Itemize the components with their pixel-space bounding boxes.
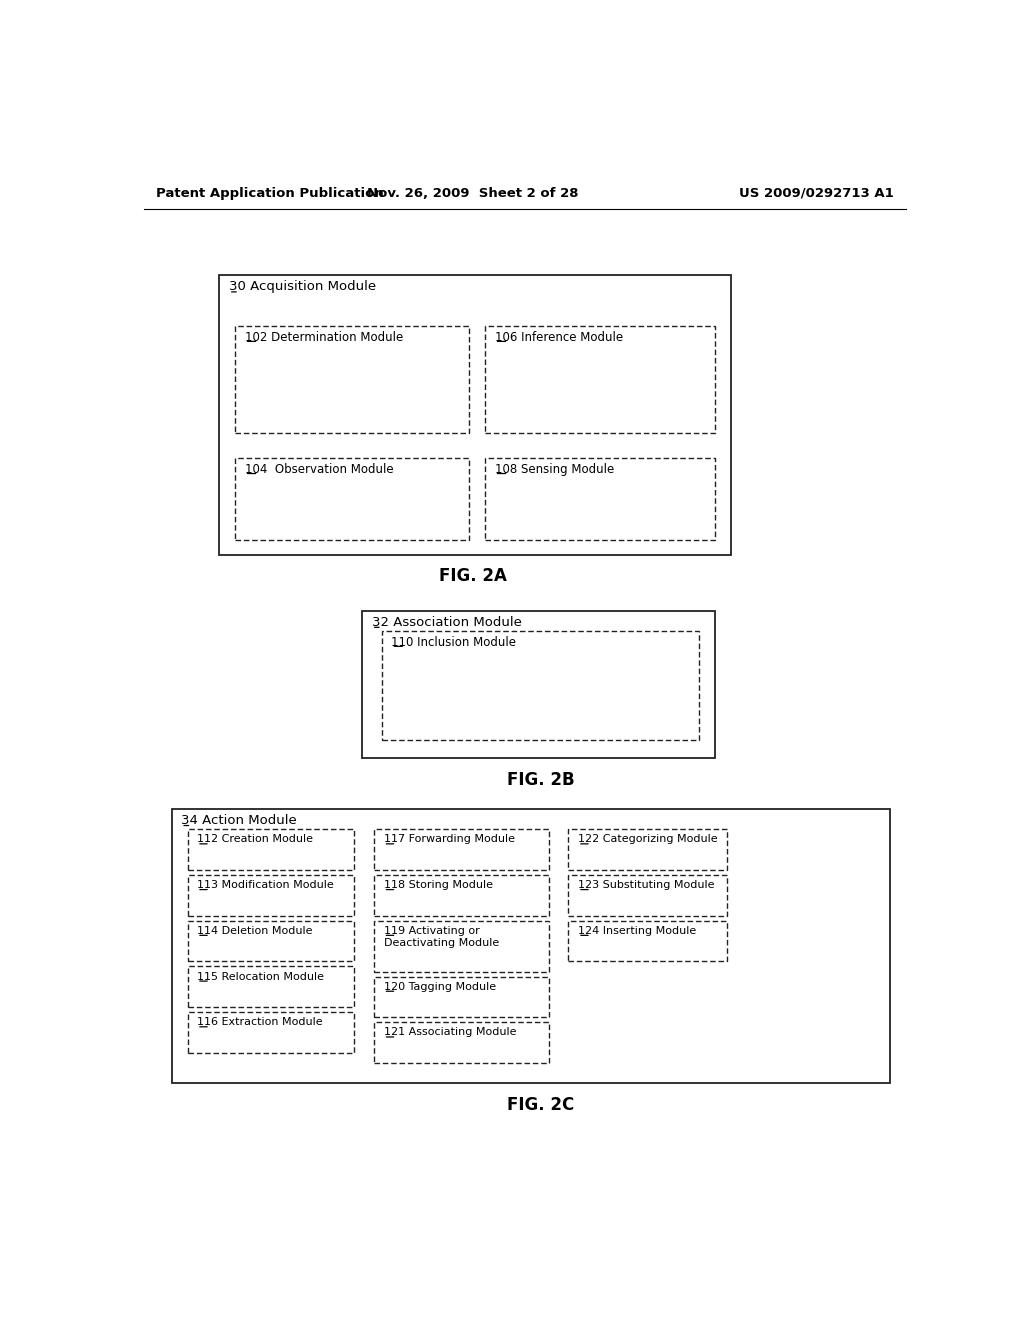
Text: 30 Acquisition Module: 30 Acquisition Module (228, 280, 376, 293)
Text: 108 Sensing Module: 108 Sensing Module (495, 463, 614, 477)
Bar (568, 921, 727, 961)
Text: 122 Categorizing Module: 122 Categorizing Module (578, 834, 718, 845)
Text: 120 Tagging Module: 120 Tagging Module (384, 982, 496, 991)
Text: 106 Inference Module: 106 Inference Module (495, 331, 623, 345)
Bar (187, 966, 354, 1007)
Text: 102 Determination Module: 102 Determination Module (245, 331, 402, 345)
Bar (485, 326, 715, 433)
Text: 113 Modification Module: 113 Modification Module (197, 880, 334, 890)
Text: 114 Deletion Module: 114 Deletion Module (197, 925, 312, 936)
Bar (187, 1012, 354, 1053)
Text: 121 Associating Module: 121 Associating Module (384, 1027, 516, 1038)
Bar (362, 611, 715, 758)
Text: 117 Forwarding Module: 117 Forwarding Module (384, 834, 514, 845)
Bar (187, 829, 354, 870)
Bar (568, 875, 727, 916)
Text: 115 Relocation Module: 115 Relocation Module (197, 972, 324, 982)
Text: 32 Association Module: 32 Association Module (372, 616, 521, 628)
Bar (374, 921, 549, 972)
Text: 119 Activating or
Deactivating Module: 119 Activating or Deactivating Module (384, 925, 499, 948)
Bar (374, 977, 549, 1018)
Text: Nov. 26, 2009  Sheet 2 of 28: Nov. 26, 2009 Sheet 2 of 28 (368, 187, 579, 199)
Text: 112 Creation Module: 112 Creation Module (197, 834, 313, 845)
Text: Patent Application Publication: Patent Application Publication (156, 187, 384, 199)
Bar (187, 921, 354, 961)
Text: 110 Inclusion Module: 110 Inclusion Module (391, 636, 516, 649)
Text: US 2009/0292713 A1: US 2009/0292713 A1 (739, 187, 894, 199)
Bar (236, 326, 469, 433)
Bar (374, 1022, 549, 1063)
Bar (374, 829, 549, 870)
Bar (485, 458, 715, 540)
Text: FIG. 2C: FIG. 2C (507, 1096, 574, 1114)
Text: 116 Extraction Module: 116 Extraction Module (197, 1018, 323, 1027)
Bar (382, 631, 699, 739)
Text: FIG. 2B: FIG. 2B (507, 771, 574, 789)
Bar (568, 829, 727, 870)
Text: 104  Observation Module: 104 Observation Module (245, 463, 393, 477)
Text: 118 Storing Module: 118 Storing Module (384, 880, 493, 890)
Bar (374, 875, 549, 916)
Text: 123 Substituting Module: 123 Substituting Module (578, 880, 715, 890)
Text: 124 Inserting Module: 124 Inserting Module (578, 925, 696, 936)
Text: FIG. 2A: FIG. 2A (439, 568, 507, 585)
Bar (187, 875, 354, 916)
Bar (236, 458, 469, 540)
Text: 34 Action Module: 34 Action Module (181, 814, 297, 826)
Bar (172, 809, 890, 1084)
Bar (219, 276, 731, 554)
